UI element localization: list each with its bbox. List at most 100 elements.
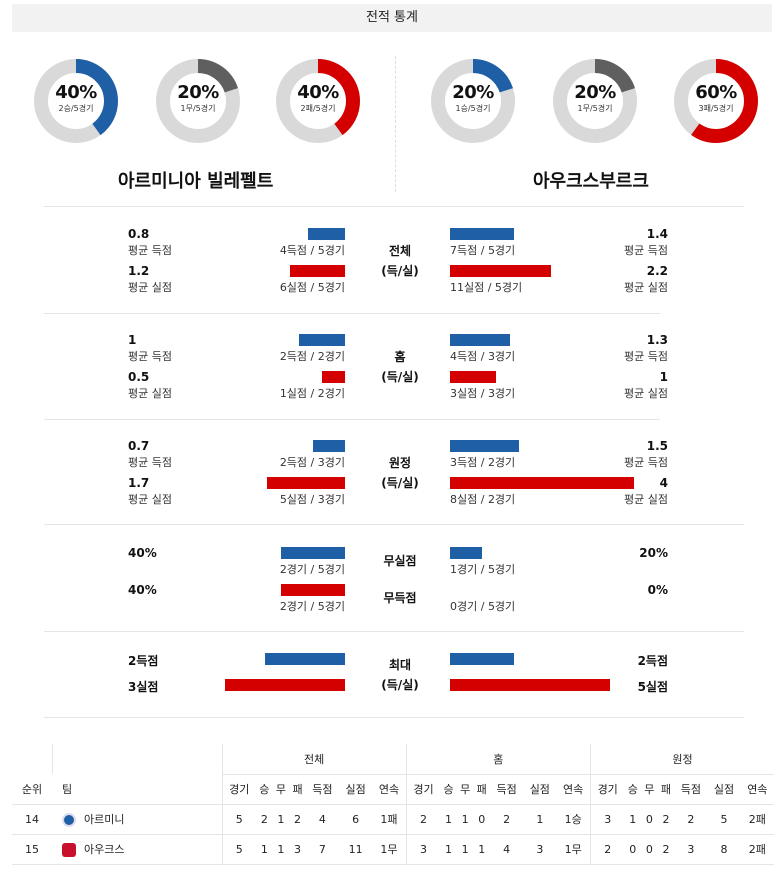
away-stat-value: 2.2 [646,264,668,278]
team-logo-icon [62,843,76,857]
blank-cell [51,744,222,774]
home-stat-label: 평균 득점 [128,456,172,469]
stat-cell-total: 1무 [372,834,407,865]
home-stat-label: 평균 득점 [128,244,172,257]
group-header-total: 전체 [221,744,407,775]
away-bar-label: 11실점 / 5경기 [450,281,523,294]
donut-percent: 40% [55,82,97,103]
stat-cell-away: 0 [624,834,642,865]
column-header-total-6: 연속 [372,774,407,805]
section-divider [44,524,744,525]
stat-cell-total: 2 [256,804,273,835]
home-bar-label: 4득점 / 5경기 [279,244,345,257]
donut-sublabel: 2패/5경기 [300,104,336,113]
home-stat-value: 0.5 [128,370,150,384]
home-stat-label: 평균 실점 [128,387,172,400]
stat-cell-away: 2패 [740,834,774,865]
stat-cell-away: 2 [589,834,625,865]
donut-sublabel: 3패/5경기 [698,104,734,113]
column-header-away-4: 득점 [674,774,708,805]
home-stat-bar [312,440,345,452]
team-cell[interactable]: 아우크스 [52,834,222,865]
away-clean-bar-label: 1경기 / 5경기 [450,563,516,576]
column-header-total-4: 득점 [305,774,339,805]
away-donut-0: 20% 1승/5경기 [430,58,516,144]
home-stat-bar [266,477,345,489]
column-header-total-1: 승 [256,774,273,805]
home-max-bar [225,679,345,691]
stat-cell-home: 2 [490,804,524,835]
stat-cell-away: 2 [657,804,675,835]
column-header-total-5: 실점 [339,774,373,805]
home-stat-label: 평균 득점 [128,350,172,363]
away-stat-bar [450,371,496,383]
column-header-home-2: 무 [456,774,474,805]
home-clean-bar [281,584,345,596]
home-bar-label: 6실점 / 5경기 [279,281,345,294]
team-cell[interactable]: 아르미니 [52,804,222,835]
stat-cell-home: 1 [440,834,457,865]
stat-cell-away: 3 [589,804,625,835]
stat-cell-total: 1 [256,834,273,865]
stat-cell-total: 5 [221,804,257,835]
standings-table: 전체 홈 원정 순위 팀 경기 승 무 패 득점 실점 연속 경기 승 무 패 득점 실점 연속 경기 승 무 패… [12,744,774,865]
donut-sublabel: 1승/5경기 [455,104,491,113]
stat-cell-total: 1 [272,834,290,865]
home-stat-label: 평균 실점 [128,493,172,506]
away-stat-label: 평균 실점 [624,493,668,506]
stat-cell-home: 1무 [556,834,591,865]
away-team-name: 아우크스부르크 [533,171,649,192]
donut-arc [156,59,240,143]
section-divider [44,419,660,420]
away-stat-value: 1.3 [646,333,668,347]
donut-percent: 20% [452,82,494,103]
away-clean-value: 20% [639,546,668,560]
away-stat-value: 1.4 [646,227,668,241]
home-stat-bar [322,371,345,383]
max-label: 최대 [388,658,412,672]
clean-label: 무득점 [383,591,417,605]
section-divider [44,313,660,314]
home-stat-label: 평균 실점 [128,281,172,294]
group-header-home: 홈 [405,744,591,775]
stat-cell-home: 1 [523,804,557,835]
donut-arc [431,59,515,143]
away-max-bar [450,653,514,665]
home-stat-value: 0.7 [128,439,150,453]
column-header-home-1: 승 [440,774,457,805]
home-clean-bar-label: 2경기 / 5경기 [279,563,345,576]
rank-cell: 15 [12,834,52,865]
home-donut-1: 20% 1무/5경기 [155,58,241,144]
away-bar-label: 3득점 / 2경기 [450,456,516,469]
column-header-away-0: 경기 [589,774,625,805]
away-stat-bar [450,440,519,452]
rank-cell: 14 [12,804,52,835]
away-max-value: 2득점 [637,654,668,668]
donut-arc [674,59,758,143]
away-stat-value: 1.5 [646,439,668,453]
stat-cell-total: 4 [305,804,339,835]
stat-cell-home: 1 [473,834,491,865]
home-bar-label: 2득점 / 2경기 [279,350,345,363]
team-column-header: 팀 [52,774,222,805]
away-clean-bar-label: 0경기 / 5경기 [450,600,516,613]
away-stat-label: 평균 득점 [624,244,668,257]
away-clean-bar [450,547,482,559]
donut-sublabel: 1무/5경기 [577,104,613,113]
donut-arc [34,59,118,143]
section-label: 홈 [394,350,406,364]
stat-cell-home: 1 [456,804,474,835]
away-stat-bar [450,477,634,489]
home-bar-label: 5실점 / 3경기 [279,493,345,506]
home-stat-bar [289,265,345,277]
column-header-total-0: 경기 [221,774,257,805]
away-bar-label: 7득점 / 5경기 [450,244,516,257]
max-sublabel: (득/실) [381,678,419,692]
stat-cell-home: 0 [473,804,491,835]
rank-column-header: 순위 [12,774,52,805]
stat-cell-away: 0 [641,834,658,865]
donut-percent: 60% [695,82,737,103]
away-stat-label: 평균 실점 [624,387,668,400]
away-stat-bar [450,228,515,240]
donut-arc [553,59,637,143]
